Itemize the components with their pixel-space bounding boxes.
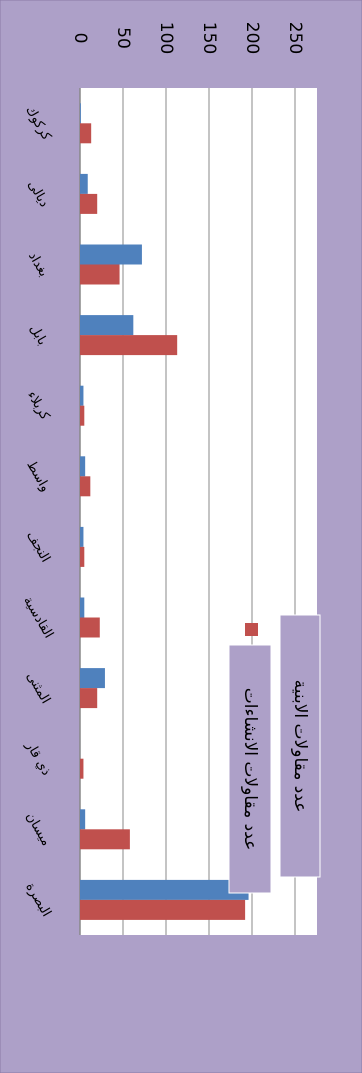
bar-construction (80, 617, 100, 638)
tick-label: 50 (113, 27, 133, 49)
legend-entry-box (228, 644, 272, 894)
legend-entry-box (279, 614, 321, 878)
bar-buildings (80, 668, 105, 689)
tick-label: 200 (242, 22, 262, 54)
bar-buildings (80, 385, 84, 406)
legend-label: عدد مقاولات الابنية (290, 680, 310, 813)
plot-area (80, 88, 317, 935)
tick-label: 0 (70, 33, 90, 44)
bar-buildings (80, 173, 88, 194)
bar-buildings (80, 809, 86, 830)
bar-construction (80, 264, 120, 285)
bar-construction (80, 546, 85, 567)
bar-construction (80, 829, 130, 850)
bar-construction (80, 899, 246, 920)
bar-buildings (80, 456, 86, 477)
bars (80, 103, 249, 920)
bar-buildings (80, 244, 142, 265)
bar-construction (80, 688, 98, 709)
legend: عدد مقاولات الابنية عدد مقاولات الانشاءات (228, 614, 321, 894)
value-tick-labels: 0 50 100 150 200 250 (70, 22, 305, 54)
legend-swatch (245, 623, 258, 636)
legend-label: عدد مقاولات الانشاءات (240, 688, 260, 850)
bar-buildings (80, 526, 84, 547)
bar-buildings (80, 597, 85, 618)
tick-label: 250 (285, 22, 305, 54)
bar-buildings (80, 879, 249, 900)
bar-buildings (80, 315, 134, 336)
bar-construction (80, 123, 92, 144)
bar-construction (80, 405, 85, 426)
bar-construction (80, 476, 91, 497)
tick-label: 150 (199, 22, 219, 54)
bar-buildings (80, 103, 81, 124)
bar-construction (80, 335, 178, 356)
bar-construction (80, 193, 98, 214)
bar-construction (80, 758, 84, 779)
tick-label: 100 (156, 22, 176, 54)
